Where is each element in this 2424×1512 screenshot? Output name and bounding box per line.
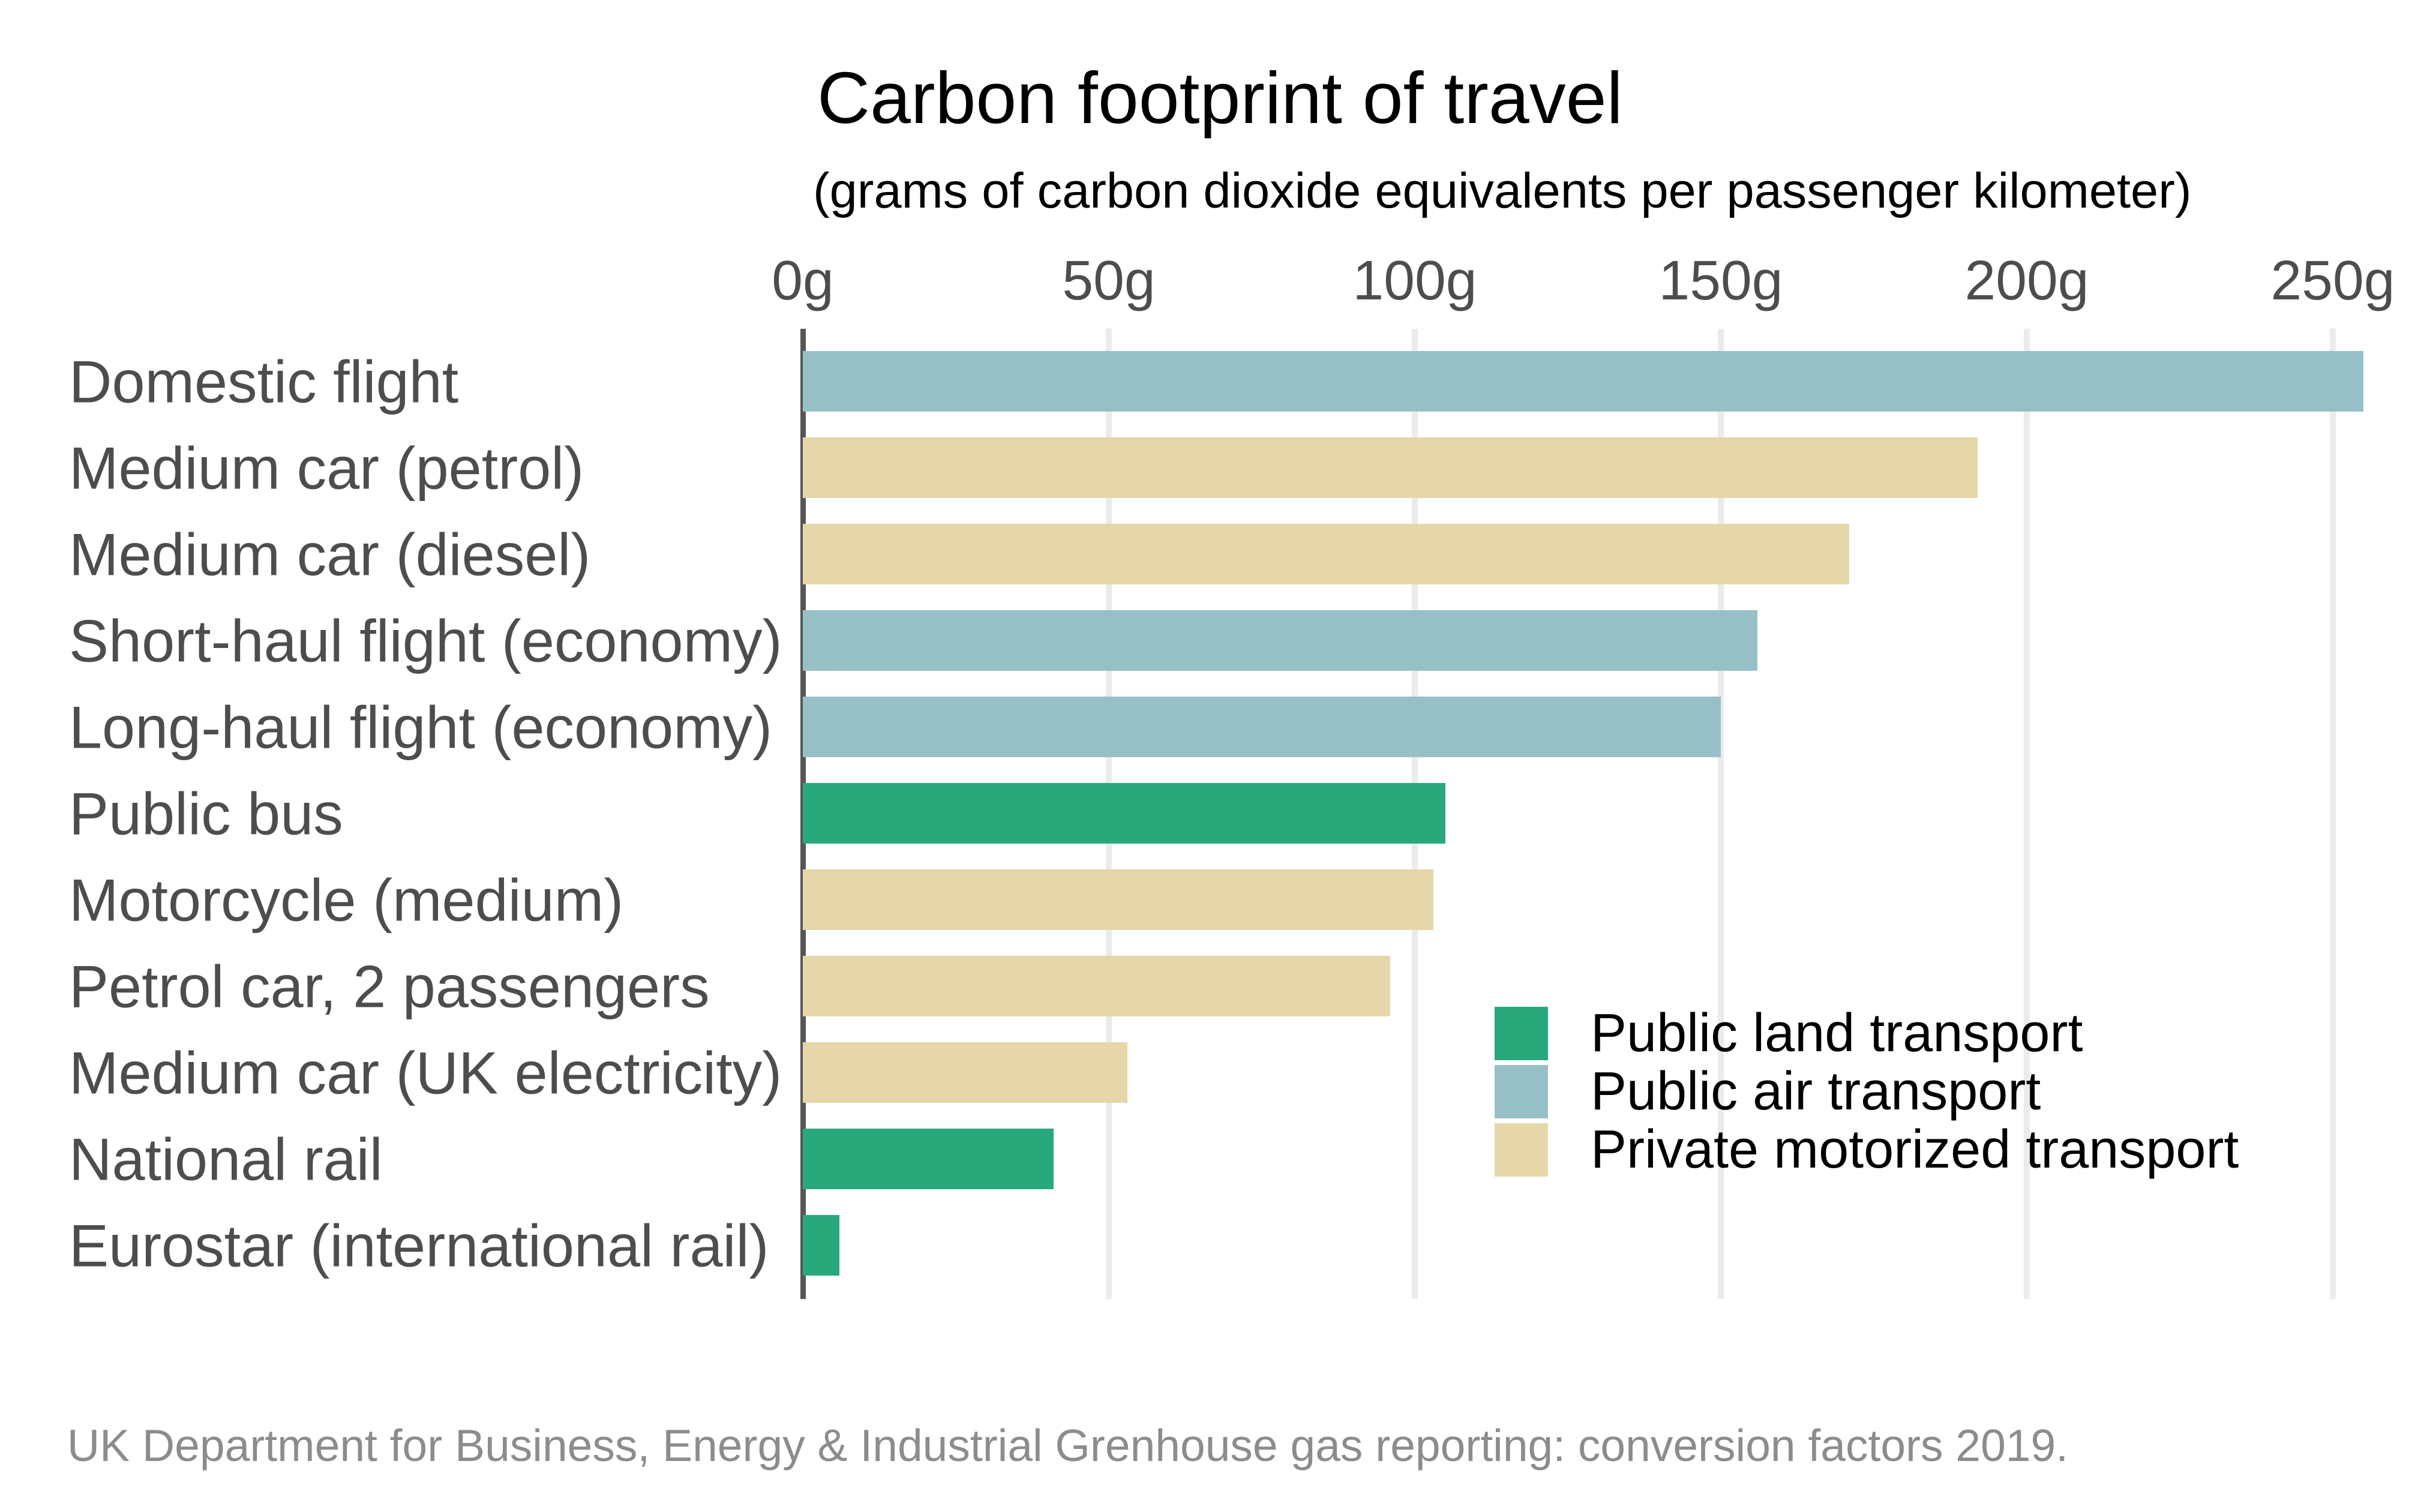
x-tick-200g: 200g xyxy=(1964,249,2089,311)
gridline-250 xyxy=(2330,329,2336,1299)
legend-label-land: Public land transport xyxy=(1591,1003,2083,1063)
category-label-public-bus: Public bus xyxy=(69,780,343,847)
bar-public-bus xyxy=(803,783,1445,844)
bar-medium-car-diesel xyxy=(803,524,1850,584)
gridline-200 xyxy=(2024,329,2030,1299)
x-tick-50g: 50g xyxy=(1062,249,1156,311)
x-tick-100g: 100g xyxy=(1352,249,1477,311)
category-label-medium-car-petrol: Medium car (petrol) xyxy=(69,434,584,501)
bar-motorcycle-medium xyxy=(803,869,1433,930)
source-note: UK Department for Business, Energy & Ind… xyxy=(67,1420,2069,1471)
x-tick-250g: 250g xyxy=(2270,249,2395,311)
legend-row-land: Public land transport xyxy=(1495,1006,2239,1060)
legend-label-air: Public air transport xyxy=(1591,1061,2041,1121)
legend-label-private: Private motorized transport xyxy=(1591,1120,2239,1180)
gridline-150 xyxy=(1718,329,1724,1299)
legend: Public land transport Public air transpor… xyxy=(1495,1006,2239,1181)
legend-row-private: Private motorized transport xyxy=(1495,1123,2239,1177)
bar-petrol-car-2-passengers xyxy=(803,956,1391,1016)
legend-swatch-land xyxy=(1495,1006,1548,1060)
bar-national-rail xyxy=(803,1129,1054,1189)
category-label-medium-car-uk-electricity: Medium car (UK electricity) xyxy=(69,1039,782,1106)
chart-title: Carbon footprint of travel xyxy=(817,57,1623,139)
legend-row-air: Public air transport xyxy=(1495,1064,2239,1118)
category-label-domestic-flight: Domestic flight xyxy=(69,348,459,415)
plot-area xyxy=(800,329,2394,1299)
category-label-motorcycle-medium: Motorcycle (medium) xyxy=(69,866,624,933)
x-tick-150g: 150g xyxy=(1658,249,1783,311)
category-label-short-haul-flight-economy: Short-haul flight (economy) xyxy=(69,607,782,674)
category-label-petrol-car-2-passengers: Petrol car, 2 passengers xyxy=(69,953,710,1019)
category-label-national-rail: National rail xyxy=(69,1126,383,1192)
category-label-long-haul-flight-economy: Long-haul flight (economy) xyxy=(69,694,773,760)
bar-medium-car-uk-electricity xyxy=(803,1042,1127,1103)
legend-swatch-private xyxy=(1495,1123,1548,1177)
bar-short-haul-flight-economy xyxy=(803,610,1758,671)
legend-swatch-air xyxy=(1495,1064,1548,1118)
category-label-eurostar-international-rail: Eurostar (international rail) xyxy=(69,1212,769,1279)
bar-domestic-flight xyxy=(803,351,2363,412)
bar-medium-car-petrol xyxy=(803,437,1978,498)
bar-eurostar-international-rail xyxy=(803,1215,840,1276)
category-label-medium-car-diesel: Medium car (diesel) xyxy=(69,521,591,587)
chart-subtitle: (grams of carbon dioxide equivalents per… xyxy=(813,163,2192,218)
bar-long-haul-flight-economy xyxy=(803,697,1721,757)
x-tick-0g: 0g xyxy=(772,249,834,311)
